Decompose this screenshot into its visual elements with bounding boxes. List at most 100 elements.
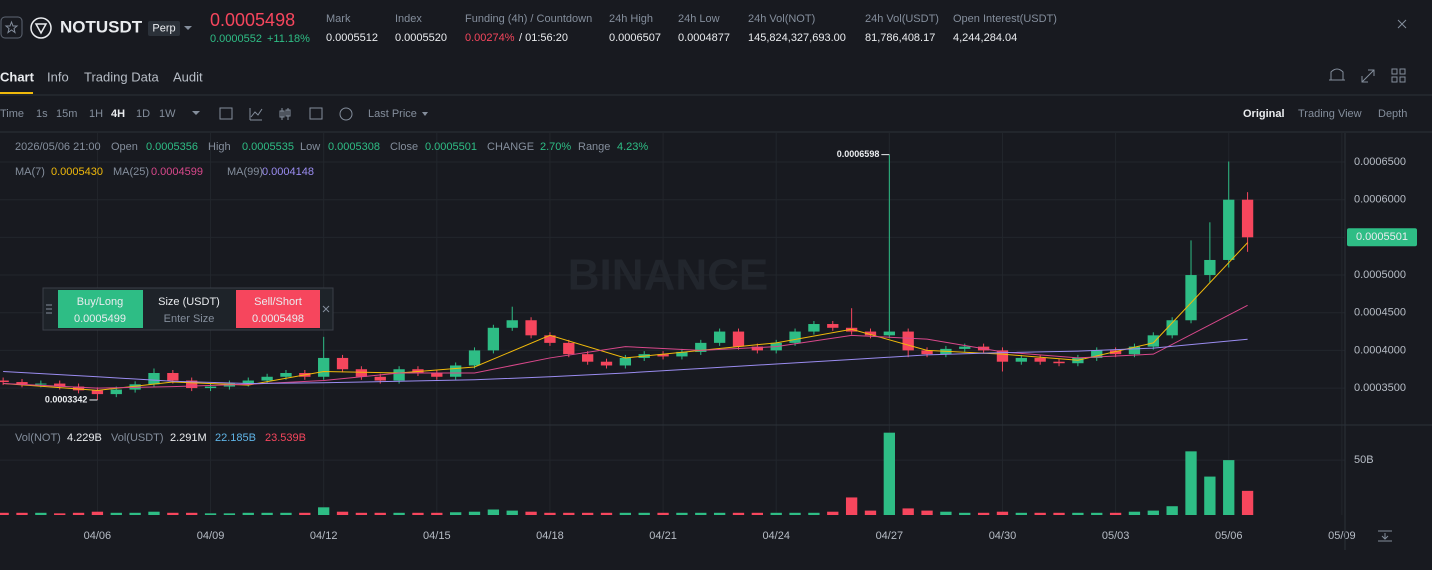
active-tab-indicator	[0, 92, 33, 94]
symbol[interactable]: NOTUSDT	[60, 17, 143, 36]
volume-bar	[657, 512, 669, 515]
tab[interactable]: Trading Data	[84, 69, 159, 84]
tab[interactable]: Chart	[0, 69, 35, 84]
interval[interactable]: 1s	[36, 108, 48, 120]
y-tick-label: 0.0006500	[1354, 156, 1406, 168]
legend-label: Open	[111, 141, 138, 153]
volume-bar	[148, 511, 160, 515]
interval[interactable]: 4H	[111, 108, 125, 120]
volume-bar	[883, 432, 895, 515]
volume-bar	[1185, 451, 1197, 515]
volume-bar	[1147, 510, 1159, 515]
stat-label: Index	[395, 13, 422, 25]
view-option[interactable]: Depth	[1378, 108, 1407, 120]
vol-tick-label: 50B	[1354, 454, 1374, 466]
volume-bar	[770, 512, 782, 515]
interval[interactable]: 1D	[136, 108, 150, 120]
size-input[interactable]: Enter Size	[164, 313, 215, 325]
stat-label: 24h Vol(NOT)	[748, 13, 815, 25]
x-tick-label: 04/09	[197, 530, 225, 542]
coin-logo-mark	[34, 23, 48, 35]
legend-label: CHANGE	[487, 141, 534, 153]
fullscreen-icon[interactable]	[1361, 69, 1375, 83]
interval[interactable]: 15m	[56, 108, 77, 120]
candle-body	[676, 351, 688, 357]
volume-bar	[638, 512, 650, 515]
candle-body	[16, 382, 28, 385]
stat-value: 81,786,408.17	[865, 32, 935, 44]
candle-body	[732, 331, 745, 347]
candle-body	[374, 376, 386, 381]
legend-label: Close	[390, 141, 418, 153]
volume-bar	[959, 512, 971, 515]
volume-bar	[167, 512, 179, 515]
volume-bar	[544, 512, 556, 515]
volume-bar	[713, 512, 726, 515]
interval[interactable]: Time	[0, 108, 24, 120]
candle-body	[280, 373, 292, 377]
interval[interactable]: 1H	[89, 108, 103, 120]
close-icon[interactable]	[1397, 19, 1407, 29]
candle-body	[581, 354, 594, 362]
volume-bar	[902, 508, 914, 515]
price-type-dropdown[interactable]	[422, 112, 428, 116]
candle-body	[657, 354, 669, 357]
size-label: Size (USDT)	[158, 296, 220, 308]
legend-label: Range	[578, 141, 610, 153]
volume-bar	[261, 512, 273, 515]
y-tick-label: 0.0003500	[1354, 382, 1406, 394]
y-tick-label: 0.0004000	[1354, 344, 1406, 356]
volume-bar	[223, 513, 236, 515]
layout-icon[interactable]	[1391, 68, 1406, 83]
x-tick-label: 04/27	[876, 530, 904, 542]
volume-bar	[1015, 512, 1027, 515]
volume-bar	[204, 513, 217, 515]
view-option[interactable]: Original	[1243, 108, 1285, 120]
favorite-button[interactable]	[0, 16, 23, 39]
buy-label: Buy/Long	[77, 296, 123, 308]
star-icon	[4, 20, 19, 34]
y-tick-label: 0.0005000	[1354, 269, 1406, 281]
candle-body	[54, 383, 66, 387]
vol-legend-label: Vol(USDT)	[111, 432, 164, 444]
chart-type-icon[interactable]	[249, 108, 263, 121]
candle-body	[450, 365, 462, 377]
settings-icon[interactable]	[309, 107, 323, 120]
order-panel-close[interactable]	[322, 305, 330, 313]
vol-legend-value: 2.291M	[170, 432, 207, 444]
drag-handle[interactable]	[46, 304, 52, 314]
view-option[interactable]: Trading View	[1298, 108, 1362, 120]
volume-bar	[600, 512, 613, 515]
volume-bar	[506, 510, 518, 515]
more-icon[interactable]	[339, 107, 353, 121]
candle-body	[827, 324, 839, 328]
tab[interactable]: Audit	[173, 69, 203, 84]
symbol-dropdown[interactable]	[184, 26, 192, 30]
vol-legend-label: Vol(NOT)	[15, 432, 61, 444]
volume-bar	[280, 512, 292, 515]
volume-bar	[91, 511, 104, 515]
alert-icon[interactable]	[1329, 68, 1345, 81]
interval[interactable]: 1W	[159, 108, 176, 120]
candle-icon[interactable]	[279, 108, 291, 120]
volume-bar	[299, 512, 311, 515]
indicator-icon[interactable]	[219, 107, 233, 120]
candle-body	[544, 335, 556, 343]
scale-reset-icon[interactable]	[1378, 530, 1392, 542]
sell-button[interactable]	[236, 290, 320, 328]
contract-type: Perp	[152, 22, 175, 34]
buy-price: 0.0005499	[74, 313, 126, 325]
buy-button[interactable]	[58, 290, 143, 328]
stat-value: 145,824,327,693.00	[748, 32, 846, 44]
toolbar: Time 1s 15m 1H 4H 1D 1W Last Price Original Tradi…	[0, 108, 1407, 120]
legend-label: Low	[300, 141, 320, 153]
volume-bar	[789, 512, 801, 515]
x-tick-label: 04/18	[536, 530, 564, 542]
x-tick-label: 04/12	[310, 530, 338, 542]
price-type[interactable]: Last Price	[368, 108, 417, 120]
volume-bar	[563, 512, 575, 515]
stat-label: Mark	[326, 13, 351, 25]
interval-dropdown[interactable]	[192, 111, 200, 115]
tab[interactable]: Info	[47, 69, 69, 84]
